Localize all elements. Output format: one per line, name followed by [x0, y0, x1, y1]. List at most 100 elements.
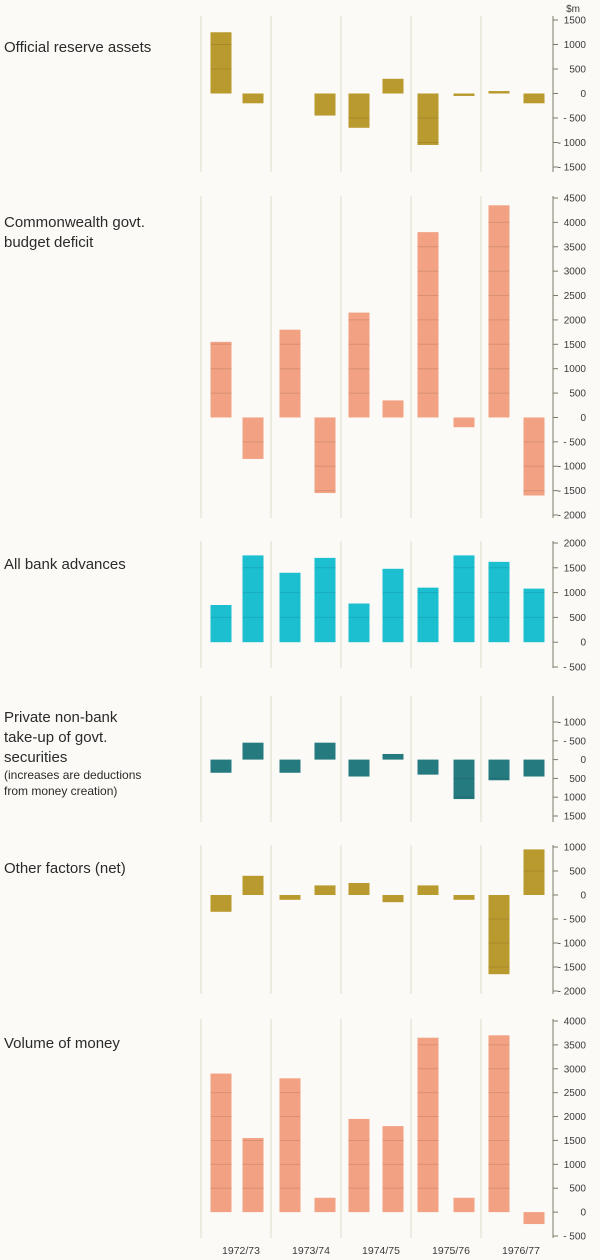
- bar: [453, 555, 475, 643]
- bar: [210, 605, 232, 643]
- bar: [242, 875, 264, 895]
- y-tick-label: 1000: [564, 793, 587, 804]
- bar: [488, 759, 510, 781]
- bar: [453, 417, 475, 428]
- y-tick-label: - 500: [563, 736, 586, 747]
- panel-title: Official reserve assets: [4, 39, 151, 56]
- y-tick-label: - 1500: [558, 163, 587, 174]
- y-tick-label: 3000: [564, 1064, 587, 1075]
- y-tick-label: 0: [580, 891, 586, 902]
- y-tick-label: - 2000: [558, 987, 587, 998]
- y-tick-label: 2000: [564, 1112, 587, 1123]
- y-tick-label: 0: [580, 413, 586, 424]
- y-tick-label: 500: [569, 389, 586, 400]
- y-tick-label: 3500: [564, 242, 587, 253]
- bar: [242, 742, 264, 760]
- y-tick-label: 2500: [564, 291, 587, 302]
- bar: [314, 557, 336, 643]
- bar: [453, 1197, 475, 1213]
- bar: [348, 759, 370, 777]
- y-tick-label: 500: [569, 65, 586, 76]
- panel-title: Commonwealth govt.: [4, 214, 145, 231]
- panel-title: take-up of govt.: [4, 729, 107, 746]
- y-tick-label: 0: [580, 89, 586, 100]
- bar: [314, 1197, 336, 1213]
- x-period-label: 1973/74: [292, 1245, 330, 1257]
- y-tick-label: 1000: [564, 1160, 587, 1171]
- x-period-label: 1974/75: [362, 1245, 400, 1257]
- y-tick-label: 1000: [564, 843, 587, 854]
- bar: [523, 1212, 545, 1225]
- bar: [523, 849, 545, 895]
- y-tick-label: - 500: [563, 114, 586, 125]
- y-tick-label: 4000: [564, 218, 587, 229]
- bar: [382, 568, 404, 643]
- bar: [210, 341, 232, 418]
- bar: [382, 1126, 404, 1213]
- panel-title: securities: [4, 749, 67, 766]
- bar: [523, 417, 545, 496]
- y-tick-label: - 1000: [558, 462, 587, 473]
- y-tick-label: - 500: [563, 1232, 586, 1243]
- bar: [488, 91, 510, 94]
- bar: [314, 742, 336, 760]
- bar: [453, 895, 475, 900]
- panel-subtitle: from money creation): [4, 784, 117, 798]
- bar: [242, 555, 264, 643]
- bar: [242, 93, 264, 104]
- bar: [488, 895, 510, 975]
- bar: [417, 232, 439, 418]
- bar: [417, 587, 439, 643]
- bar: [279, 329, 301, 418]
- bar: [279, 1078, 301, 1213]
- y-tick-label: 4000: [564, 1017, 587, 1028]
- bar: [523, 588, 545, 643]
- y-tick-label: 500: [569, 613, 586, 624]
- y-tick-label: 0: [580, 638, 586, 649]
- y-tick-label: 500: [569, 867, 586, 878]
- bar: [279, 572, 301, 643]
- bar: [453, 93, 475, 96]
- bar: [417, 885, 439, 895]
- y-tick-label: 3000: [564, 267, 587, 278]
- bar: [314, 93, 336, 116]
- y-tick-label: - 500: [563, 663, 586, 674]
- y-tick-label: 4500: [564, 194, 587, 205]
- panel-title: Volume of money: [4, 1035, 120, 1052]
- y-tick-label: 2000: [564, 539, 587, 550]
- bar: [242, 417, 264, 459]
- bar: [417, 93, 439, 145]
- bar: [523, 759, 545, 777]
- bar: [279, 759, 301, 773]
- bar: [210, 895, 232, 912]
- bar: [488, 205, 510, 418]
- y-tick-label: 500: [569, 774, 586, 785]
- panel-title: Other factors (net): [4, 860, 126, 877]
- bar: [348, 1118, 370, 1213]
- bar: [348, 603, 370, 643]
- bar: [348, 883, 370, 895]
- y-tick-label: 0: [580, 1208, 586, 1219]
- y-tick-label: 1500: [564, 563, 587, 574]
- y-tick-label: - 1500: [558, 963, 587, 974]
- y-tick-label: 1000: [564, 40, 587, 51]
- bar: [382, 895, 404, 903]
- y-tick-label: - 2000: [558, 511, 587, 522]
- bar: [348, 312, 370, 418]
- y-tick-label: - 500: [563, 915, 586, 926]
- panel-title: budget deficit: [4, 234, 94, 251]
- y-tick-label: 1500: [564, 812, 587, 823]
- bar: [314, 885, 336, 895]
- y-tick-label: 1500: [564, 1136, 587, 1147]
- x-period-label: 1976/77: [502, 1245, 540, 1257]
- y-tick-label: 1500: [564, 340, 587, 351]
- x-period-label: 1975/76: [432, 1245, 470, 1257]
- y-tick-label: 1000: [564, 588, 587, 599]
- unit-label: $m: [566, 4, 580, 15]
- y-tick-label: - 500: [563, 437, 586, 448]
- y-tick-label: - 1000: [558, 718, 587, 729]
- y-tick-label: 500: [569, 1184, 586, 1195]
- bar: [382, 78, 404, 94]
